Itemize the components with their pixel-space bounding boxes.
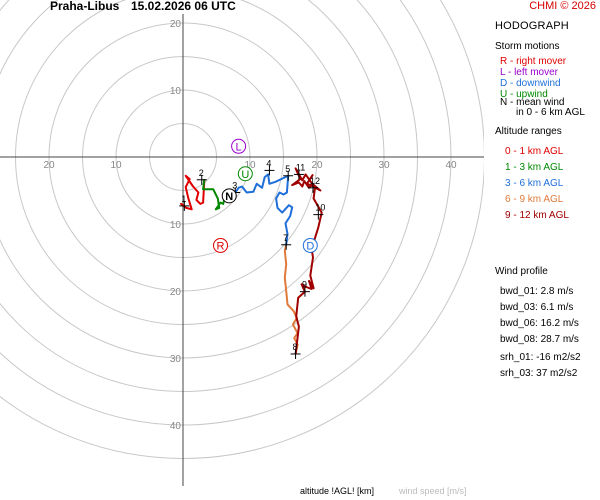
- credit-label: CHMI © 2026: [529, 0, 596, 12]
- speed-rings: [0, 0, 485, 459]
- storm-motion-markers: R L D UN: [213, 138, 318, 253]
- hodograph-traces: [180, 167, 323, 355]
- y-tick-label: 40: [170, 421, 182, 432]
- height-label: 11: [296, 162, 305, 172]
- wind-profile-bwd01: bwd_01: 2.8 m/s: [500, 286, 574, 297]
- wind-profile-bwd06: bwd_06: 16.2 m/s: [500, 318, 579, 329]
- height-label: 10: [315, 203, 325, 213]
- y-tick-label: 20: [170, 19, 182, 30]
- storm-marker-label: N: [225, 191, 233, 203]
- x-tick-label: 40: [445, 160, 457, 171]
- x-tick-label: 30: [378, 160, 390, 171]
- height-label: 5: [285, 164, 290, 174]
- speed-ring: [0, 0, 385, 359]
- height-label: 8: [293, 342, 298, 352]
- storm-marker-ring: [213, 237, 229, 253]
- y-tick-label: 10: [170, 220, 182, 231]
- height-label: 4: [266, 158, 271, 168]
- legend-altitude-6-9: 6 - 9 km AGL: [505, 194, 564, 205]
- y-tick-label: 30: [170, 354, 182, 365]
- y-tick-label: 20: [170, 287, 182, 298]
- x-tick-label: 10: [110, 160, 122, 171]
- wind-profile-bwd08: bwd_08: 28.7 m/s: [500, 334, 579, 345]
- storm-marker-ring: [221, 188, 237, 204]
- legend-mean-wind-layer: in 0 - 6 km AGL: [516, 107, 585, 118]
- speed-ring: [0, 0, 418, 392]
- storm-marker-label: R: [217, 240, 225, 252]
- storm-marker-label: L: [236, 141, 242, 153]
- storm-marker-ring: [302, 237, 318, 253]
- hodograph-segment: [283, 244, 299, 355]
- height-label: 7: [283, 233, 288, 243]
- storm-motions-heading: Storm motions: [495, 41, 560, 52]
- wind-profile-bwd03: bwd_03: 6.1 m/s: [500, 302, 574, 313]
- speed-ring: [0, 0, 485, 459]
- altitude-unit-label: altitude !AGL! [km]: [300, 486, 375, 496]
- hodograph-axes: [0, 14, 484, 486]
- legend-downwind: D - downwind: [500, 78, 561, 89]
- legend-left-mover: L - left mover: [500, 67, 558, 78]
- x-tick-label: 10: [244, 160, 256, 171]
- height-label: 1: [181, 194, 186, 204]
- legend-altitude-3-6: 3 - 6 km AGL: [505, 178, 564, 189]
- wind-profile-heading: Wind profile: [495, 266, 548, 277]
- storm-marker-ring: [231, 138, 247, 154]
- legend-upwind: U - upwind: [500, 89, 548, 100]
- wind-profile-srh01: srh_01: -16 m2/s2: [500, 352, 581, 363]
- height-label: 9: [302, 280, 307, 290]
- x-tick-label: 20: [43, 160, 55, 171]
- wind-profile-srh03: srh_03: 37 m2/s2: [500, 368, 578, 379]
- panel-title: HODOGRAPH: [495, 20, 569, 32]
- valid-time: 15.02.2026 06 UTC: [131, 0, 236, 13]
- hodograph-segment: [180, 174, 206, 211]
- legend-right-mover: R - right mover: [500, 56, 567, 67]
- axis-tick-labels: 20 10 10 20 30 40 20 10 10 20 30 40: [43, 19, 457, 432]
- legend-panel: HODOGRAPH Storm motions R - right mover …: [484, 14, 600, 498]
- legend-altitude-0-1: 0 - 1 km AGL: [505, 146, 564, 157]
- storm-marker-label: D: [306, 240, 314, 252]
- height-label: 12: [310, 176, 320, 186]
- wind-speed-unit-label: wind speed [m/s]: [399, 486, 467, 496]
- y-tick-label: 10: [170, 86, 182, 97]
- altitude-ranges-heading: Altitude ranges: [495, 126, 562, 137]
- storm-marker-ring: [237, 166, 253, 182]
- legend-altitude-9-12: 9 - 12 km AGL: [505, 210, 569, 221]
- storm-marker-label: U: [241, 169, 249, 181]
- height-label: 3: [232, 181, 237, 191]
- station-name: Praha-Libus: [50, 0, 120, 13]
- height-label: 2: [199, 168, 204, 178]
- x-tick-label: 20: [311, 160, 323, 171]
- hodograph-segment: [291, 167, 323, 355]
- legend-altitude-1-3: 1 - 3 km AGL: [505, 162, 564, 173]
- legend-mean-wind: N - mean wind: [500, 97, 565, 108]
